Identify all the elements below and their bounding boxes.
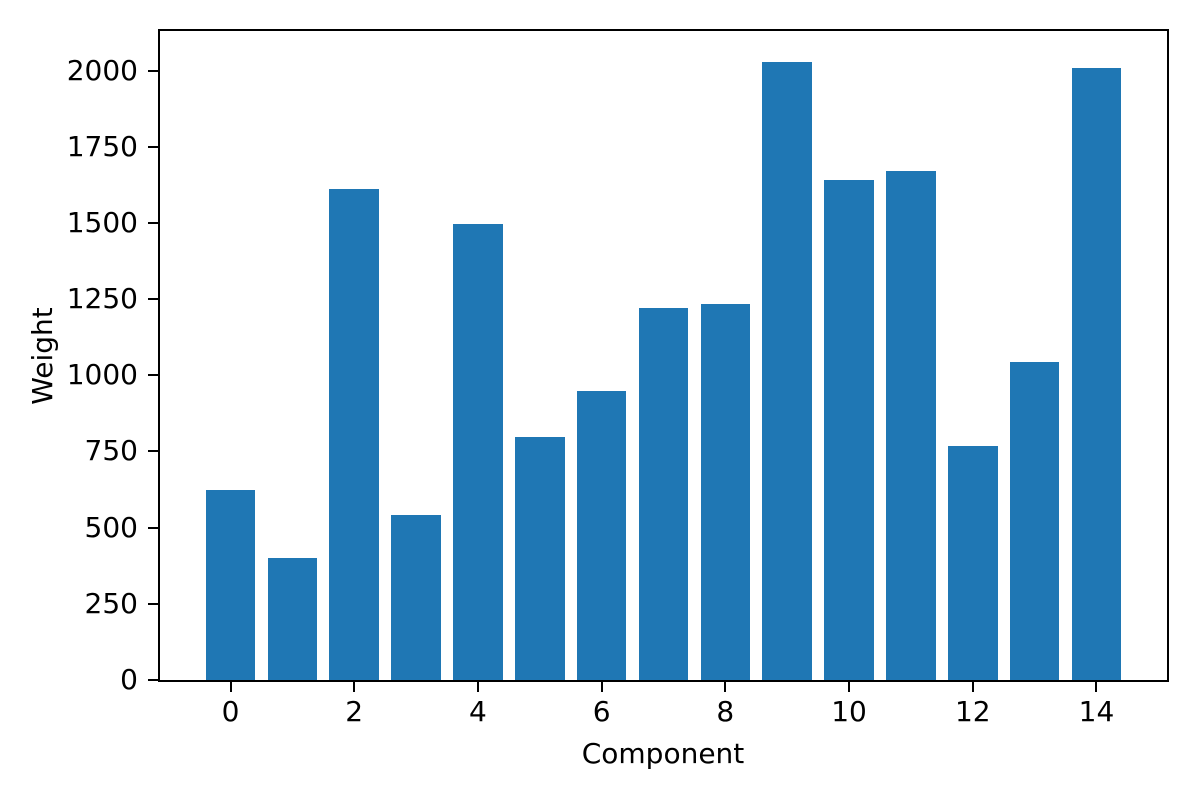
y-tick-label: 250 — [84, 586, 138, 620]
x-tick-mark — [353, 682, 356, 692]
bar-11 — [886, 170, 936, 680]
y-tick-label: 1250 — [66, 282, 138, 316]
y-tick-mark — [148, 679, 158, 681]
x-tick-label: 14 — [1078, 695, 1115, 728]
y-tick-label: 500 — [84, 510, 138, 544]
x-axis-label: Component — [581, 737, 745, 770]
x-tick-mark — [1095, 682, 1098, 692]
x-tick-label: 2 — [345, 695, 364, 728]
x-tick-label: 12 — [954, 695, 991, 728]
y-tick-mark — [148, 602, 158, 605]
y-tick-mark — [148, 450, 158, 453]
y-tick-label: 2000 — [66, 53, 138, 87]
x-tick-label: 0 — [221, 695, 240, 728]
x-tick-label: 6 — [592, 695, 611, 728]
y-tick-mark — [148, 145, 158, 148]
bar-6 — [576, 390, 627, 680]
bar-10 — [824, 179, 874, 680]
y-tick-label: 750 — [84, 434, 138, 468]
bar-8 — [700, 304, 751, 680]
y-tick-label: 1500 — [66, 205, 138, 239]
bar-12 — [948, 446, 998, 680]
bar-4 — [453, 224, 503, 680]
bar-3 — [391, 514, 441, 680]
x-tick-label: 10 — [831, 695, 867, 728]
y-tick-label: 1750 — [66, 129, 138, 163]
bar-7 — [638, 307, 689, 680]
x-tick-mark — [848, 682, 851, 692]
y-tick-label: 1000 — [66, 358, 138, 392]
y-tick-mark — [148, 526, 158, 529]
x-tick-label: 4 — [469, 695, 487, 728]
bar-0 — [205, 489, 256, 680]
x-tick-mark — [724, 682, 727, 692]
y-tick-mark — [148, 221, 158, 224]
bar-2 — [329, 188, 379, 680]
x-tick-label: 8 — [716, 695, 735, 728]
y-tick-label: 0 — [120, 663, 138, 696]
y-tick-mark — [148, 298, 158, 301]
bar-5 — [515, 437, 565, 680]
y-tick-mark — [148, 374, 158, 377]
bar-1 — [267, 558, 318, 680]
x-tick-mark — [600, 682, 603, 692]
bar-13 — [1009, 361, 1060, 680]
plot-area: 0 250 500 750 1000 1250 1500 1750 2000 0 2 4 6 8 10 12 1… — [67, 29, 1169, 726]
y-axis-label: Weight — [26, 307, 59, 405]
bar-9 — [762, 62, 812, 680]
x-tick-mark — [476, 682, 479, 692]
bar-14 — [1071, 67, 1122, 680]
x-tick-mark — [229, 682, 232, 692]
y-tick-mark — [148, 69, 158, 72]
x-tick-mark — [971, 682, 974, 692]
